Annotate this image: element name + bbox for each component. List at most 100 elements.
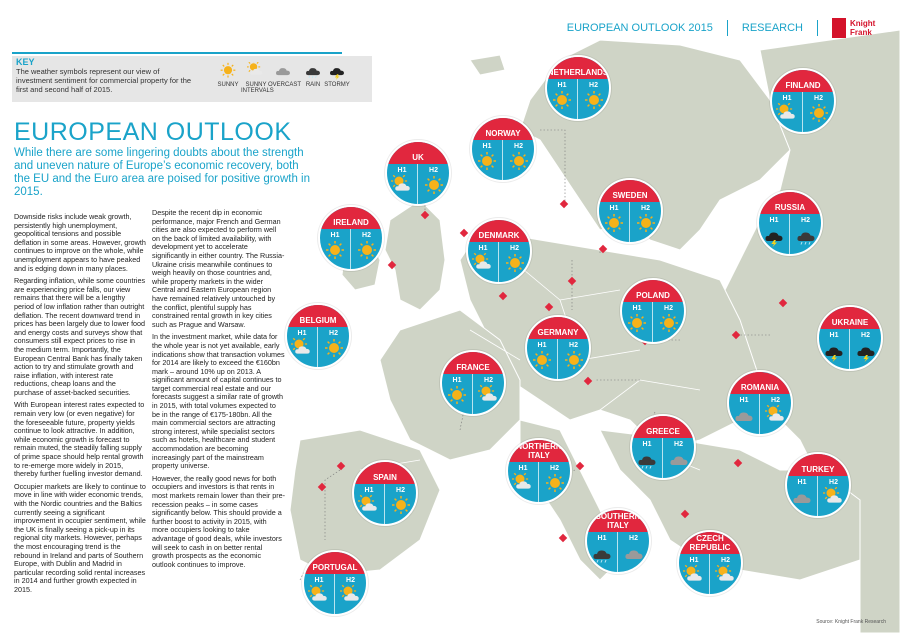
sunny-intervals-icon: [764, 405, 784, 421]
forecast-h2: H2: [473, 374, 504, 414]
country-name: FINLAND: [772, 70, 834, 92]
key-item-rain: RAIN: [298, 62, 328, 88]
key-item-sunny-intervals: SUNNY INTERVALS: [241, 60, 274, 94]
country-bubble-ireland: IRELAND H1 H2: [318, 205, 384, 271]
forecast-h2: H2: [790, 214, 821, 254]
sunny-icon: [424, 176, 443, 194]
sunny-icon: [628, 314, 646, 332]
sunny-icon: [584, 91, 603, 109]
country-bubble-france: FRANCE H1 H2: [440, 350, 506, 416]
stormy-icon: [329, 68, 344, 80]
forecast-h2: H2: [760, 394, 791, 434]
sunny-icon: [505, 254, 524, 272]
overcast-icon: [793, 494, 811, 503]
forecast-h1: H1: [468, 242, 499, 282]
source-note: Source: Knight Frank Research: [816, 619, 886, 625]
country-name: NETHERLANDS: [547, 57, 609, 79]
half-label: H1: [297, 330, 307, 337]
country-bubble-czech-republic: CZECH REPUBLIC H1 H2: [677, 530, 743, 596]
half-label: H2: [801, 217, 810, 224]
forecast-h2: H2: [578, 79, 609, 119]
half-label: H2: [362, 232, 371, 239]
knight-frank-logo: Knight Frank: [832, 16, 886, 40]
country-name: GERMANY: [527, 317, 589, 339]
country-bubble-finland: FINLAND H1 H2: [770, 68, 836, 134]
half-label: H2: [396, 487, 405, 494]
country-name: SOUTHERN ITALY: [587, 510, 649, 532]
forecast-h2: H2: [503, 140, 534, 180]
country-name: ROMANIA: [729, 372, 791, 394]
country-name: FRANCE: [442, 352, 504, 374]
sunny-intervals-icon: [822, 487, 842, 503]
half-label: H2: [829, 479, 838, 486]
country-name: CZECH REPUBLIC: [679, 532, 741, 554]
half-label: H1: [609, 205, 619, 212]
sunny-intervals-icon: [683, 565, 702, 581]
half-label: H2: [429, 167, 438, 174]
half-label: H1: [829, 332, 839, 339]
half-label: H1: [642, 441, 652, 448]
forecast-h1: H1: [472, 140, 503, 180]
half-label: H2: [346, 577, 355, 584]
sunny-icon: [357, 241, 376, 259]
forecast-h2: H2: [318, 327, 349, 367]
forecast-h1: H1: [599, 202, 630, 242]
half-label: H2: [814, 95, 823, 102]
body-paragraph: Downside risks include weak growth, pers…: [14, 212, 146, 273]
stormy-icon: [825, 347, 843, 362]
country-name: TURKEY: [787, 454, 849, 476]
sunny-icon: [659, 314, 678, 332]
sunny-intervals-icon: [391, 175, 410, 191]
key-item-stormy: STORMY: [322, 62, 352, 88]
sunny-icon: [509, 152, 528, 170]
sunny-intervals-icon: [477, 385, 497, 401]
sunny-icon: [391, 496, 410, 514]
forecast-h1: H1: [320, 229, 351, 269]
country-bubble-sweden: SWEDEN H1 H2: [597, 178, 663, 244]
half-label: H2: [771, 397, 780, 404]
forecast-h1: H1: [387, 164, 418, 204]
half-label: H1: [364, 487, 374, 494]
forecast-h2: H2: [539, 462, 570, 502]
country-bubble-turkey: TURKEY H1 H2: [785, 452, 851, 518]
key-item-label: SUNNY INTERVALS: [241, 82, 274, 94]
forecast-h1: H1: [632, 438, 663, 478]
country-bubble-romania: ROMANIA H1 H2: [727, 370, 793, 436]
half-label: H1: [797, 479, 807, 486]
country-name: NORWAY: [472, 118, 534, 140]
rain-icon: [593, 550, 611, 563]
rain-icon: [638, 456, 656, 469]
key-item-overcast: OVERCAST: [268, 62, 301, 88]
country-bubble-ukraine: UKRAINE H1 H2: [817, 305, 883, 371]
forecast-h2: H2: [385, 484, 416, 524]
sunny-intervals-icon: [472, 253, 491, 269]
half-label: H1: [632, 305, 642, 312]
half-label: H1: [452, 377, 462, 384]
forecast-h2: H2: [351, 229, 382, 269]
body-column-left: Downside risks include weak growth, pers…: [14, 212, 146, 599]
stormy-icon: [765, 232, 783, 247]
forecast-h2: H2: [653, 302, 684, 342]
sunny-intervals-icon: [358, 495, 377, 511]
half-label: H2: [550, 465, 559, 472]
forecast-h1: H1: [729, 394, 760, 434]
logo-text: Knight Frank: [850, 19, 876, 37]
sunny-icon: [809, 104, 828, 122]
half-label: H1: [739, 397, 749, 404]
key-item-sunny: SUNNY: [213, 62, 243, 88]
forecast-h2: H2: [663, 438, 694, 478]
key-rule: [12, 52, 342, 54]
country-name: GREECE: [632, 416, 694, 438]
sunny-icon: [326, 241, 344, 259]
sunny-icon: [564, 351, 583, 369]
sunny-intervals-icon: [339, 585, 359, 601]
country-name: UK: [387, 142, 449, 164]
half-label: H1: [557, 82, 567, 89]
half-label: H1: [482, 143, 492, 150]
report-title: EUROPEAN OUTLOOK 2015: [566, 22, 713, 34]
half-label: H2: [329, 330, 338, 337]
forecast-h1: H1: [772, 92, 803, 132]
sunny-icon: [553, 91, 571, 109]
forecast-h1: H1: [679, 554, 710, 594]
